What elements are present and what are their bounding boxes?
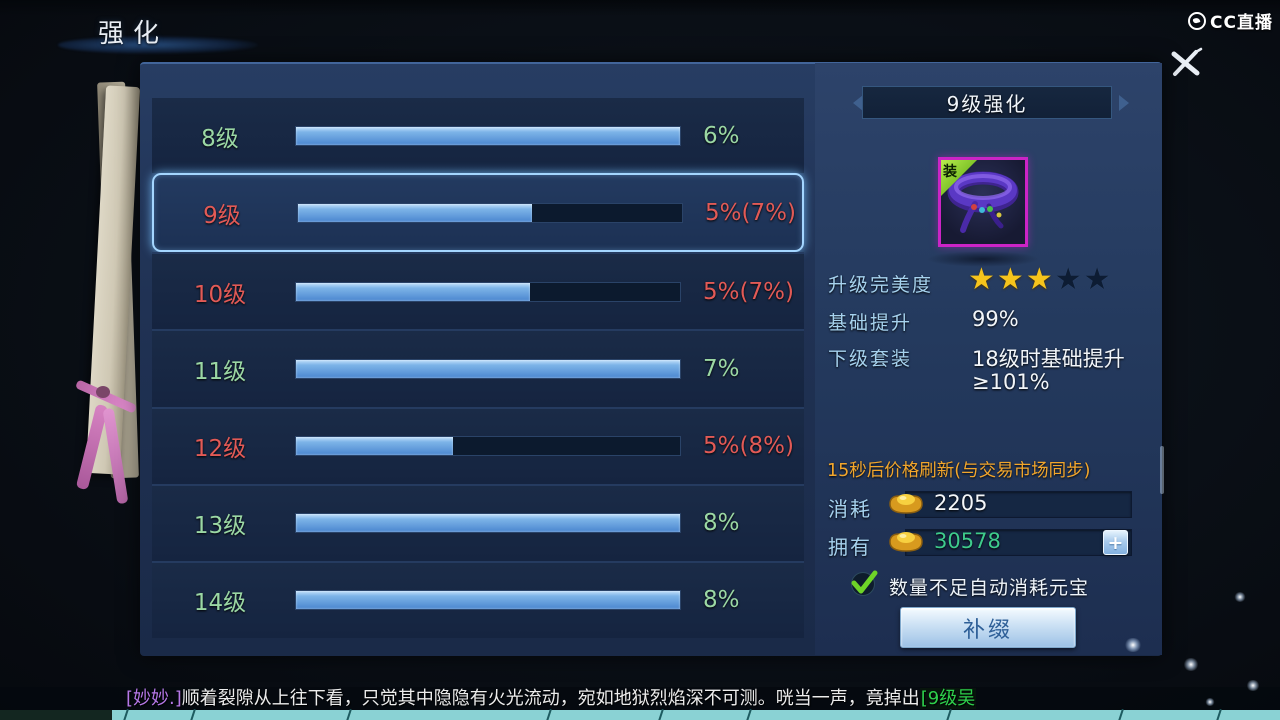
sparkle-decoration — [1205, 698, 1215, 706]
gold-ingot-icon — [889, 532, 923, 552]
chat-item-link[interactable]: [9级吴 — [919, 688, 977, 709]
next-set-label: 下级套装 — [828, 348, 913, 370]
next-level-arrow-icon[interactable] — [1119, 95, 1137, 111]
cc-live-logo-icon — [1188, 11, 1206, 30]
chat-sender: [妙妙.] — [126, 688, 182, 709]
base-bonus-value: 99% — [972, 307, 1019, 331]
scrollbar-thumb[interactable] — [1160, 446, 1164, 494]
page-title: 强化 — [98, 19, 169, 49]
ribbon-knot-decoration — [96, 386, 110, 398]
percent-label: 8% — [703, 510, 740, 537]
enhance-level-row-selected[interactable]: 9级 5%(7%) — [152, 173, 804, 253]
progress-bar-fill — [296, 126, 680, 145]
level-label: 13级 — [193, 513, 247, 540]
close-button[interactable] — [1165, 42, 1207, 84]
chat-bar: [妙妙.]顺着裂隙从上往下看，只觉其中隐隐有火光流动，宛如地狱烈焰深不可测。咣当… — [0, 687, 1280, 710]
level-label: 8级 — [201, 125, 239, 152]
level-label: 10级 — [193, 281, 247, 308]
owned-value: 30578 — [934, 529, 1001, 553]
enhance-level-list: 8级 6% 9级 5%(7%) 10级 5%(7%) 11级 7% 12级 5%… — [152, 98, 804, 638]
title-brush-decoration — [58, 36, 258, 54]
progress-bar — [295, 281, 681, 302]
cost-label: 消耗 — [828, 497, 872, 521]
sparkle-decoration — [1246, 680, 1260, 691]
percent-label: 7% — [703, 355, 740, 382]
progress-bar-fill — [298, 203, 533, 222]
perfection-label: 升级完美度 — [828, 274, 934, 296]
progress-bar-fill — [296, 359, 680, 378]
star-filled-icon: ★ — [996, 262, 1026, 297]
progress-bar — [295, 125, 681, 146]
base-bonus-label: 基础提升 — [828, 312, 913, 334]
enhance-level-row[interactable]: 8级 6% — [152, 98, 804, 174]
percent-label: 5%(7%) — [703, 278, 794, 305]
owned-label: 拥有 — [828, 535, 872, 559]
enhance-level-row[interactable]: 13级 8% — [152, 483, 804, 561]
stream-progress-cap — [0, 710, 112, 720]
next-set-value-line2: ≥101% — [972, 370, 1050, 394]
progress-bar — [297, 202, 683, 223]
enhance-level-row[interactable]: 11级 7% — [152, 329, 804, 407]
star-empty-icon: ★ — [1054, 262, 1084, 297]
star-filled-icon: ★ — [1025, 262, 1055, 297]
stream-progress-bar[interactable] — [0, 708, 1280, 720]
enhance-level-row[interactable]: 12级 5%(8%) — [152, 406, 804, 484]
chat-message: 顺着裂隙从上往下看，只觉其中隐隐有火光流动，宛如地狱烈焰深不可测。咣当一声，竟掉… — [181, 688, 920, 709]
price-refresh-notice: 15秒后价格刷新(与交易市场同步) — [827, 461, 1091, 481]
level-label: 14级 — [193, 590, 247, 617]
close-icon — [1171, 47, 1203, 76]
detail-header: 9级强化 — [862, 86, 1112, 119]
owned-field — [905, 529, 1132, 556]
level-label: 11级 — [193, 358, 247, 385]
equipment-item-icon[interactable]: 装 — [938, 157, 1028, 247]
patch-button[interactable]: 补缀 — [900, 607, 1076, 648]
belt-item-art — [947, 171, 1019, 233]
enhance-level-row[interactable]: 14级 8% — [152, 560, 804, 638]
sparkle-decoration — [1234, 592, 1246, 602]
top-vignette — [0, 0, 1280, 16]
star-filled-icon: ★ — [968, 262, 997, 297]
progress-bar-fill — [296, 514, 680, 533]
level-label: 9级 — [203, 202, 241, 229]
progress-bar — [295, 513, 681, 534]
gold-ingot-icon — [889, 494, 923, 514]
item-shadow — [926, 251, 1040, 267]
progress-bar — [295, 590, 681, 611]
percent-label: 5%(7%) — [705, 199, 796, 226]
progress-bar-fill — [296, 282, 531, 301]
auto-consume-checkbox[interactable] — [849, 568, 879, 598]
sparkle-decoration — [1183, 658, 1199, 671]
level-label: 12级 — [193, 436, 247, 463]
sparkle-decoration — [1124, 638, 1142, 652]
cost-value: 2205 — [934, 491, 988, 515]
add-currency-button[interactable]: + — [1103, 530, 1128, 555]
percent-label: 6% — [703, 122, 740, 149]
percent-label: 8% — [703, 587, 740, 614]
cc-live-logo-text: CC直播 — [1210, 13, 1273, 33]
progress-bar — [295, 436, 681, 457]
auto-consume-label: 数量不足自动消耗元宝 — [889, 577, 1090, 599]
progress-bar-fill — [296, 437, 454, 456]
perfection-stars: ★★★★★ — [968, 262, 1113, 297]
prev-level-arrow-icon[interactable] — [845, 95, 863, 111]
cc-live-watermark: CC直播 — [1188, 8, 1273, 33]
progress-bar — [295, 358, 681, 379]
enhance-level-row[interactable]: 10级 5%(7%) — [152, 252, 804, 330]
progress-bar-fill — [296, 591, 680, 610]
cost-field — [905, 491, 1132, 518]
star-empty-icon: ★ — [1083, 262, 1113, 297]
checkmark-icon — [851, 570, 878, 594]
percent-label: 5%(8%) — [703, 433, 794, 460]
next-set-value-line1: 18级时基础提升 — [972, 347, 1125, 371]
